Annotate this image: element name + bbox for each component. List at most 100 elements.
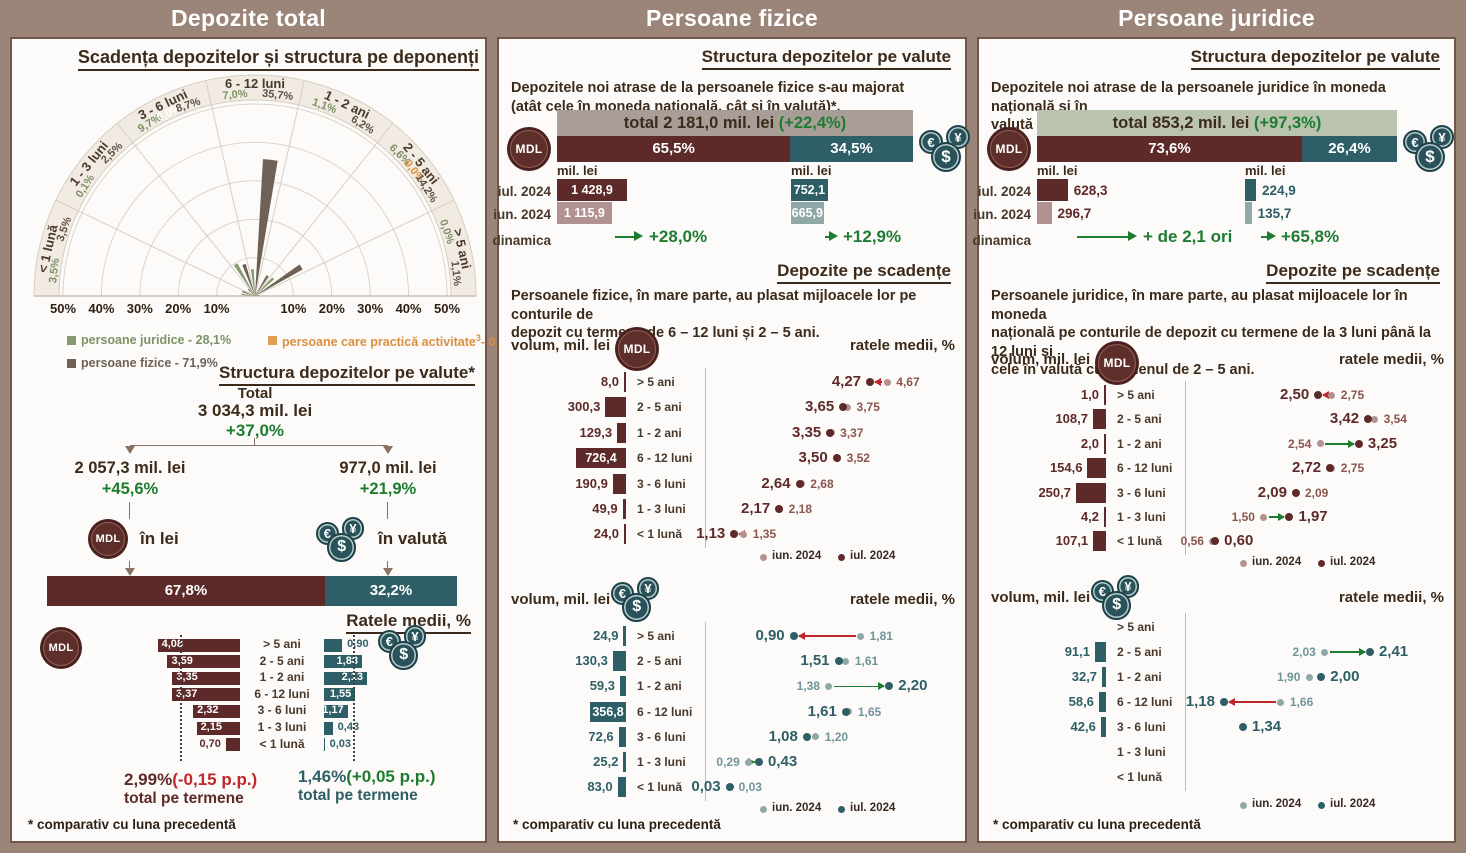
maturity-label: 1 - 2 ani [1117,670,1162,684]
rate-value-jul: 2,41 [1378,643,1409,660]
rate-value-jun: 1,65 [857,704,882,719]
volume-bar [624,524,626,545]
rate-value-jul: 3,35 [792,423,822,441]
legend-label-jun: iun. 2024 [772,550,822,562]
maturity-label: > 5 ani [263,637,301,651]
volume-value: 2,0 [1080,435,1099,451]
rose-wedge [255,275,269,296]
rose-chart-svg: 3,5%0,1%9,7%7,0%1,1%6,6%0,0%0,0%0,0%3,5%… [33,74,477,316]
rate-dot-jul [832,454,841,463]
maturity-label: 6 - 12 luni [1117,695,1173,709]
legend-swatch [67,336,76,345]
volume-value: 300,3 [567,399,601,415]
currency-symbol: $ [941,147,951,166]
monthly-bar [1245,179,1257,201]
rate-value-jul: 0,90 [755,627,785,644]
maturity-label: 3 - 6 luni [637,729,686,744]
volume-header: volum, mil. lei [991,589,1091,606]
monthly-bar [557,202,612,224]
currency-symbol: $ [1425,147,1435,166]
rate-value-jul: 2,00 [1330,668,1360,685]
rate-value-jul: 2,09 [1257,483,1287,501]
rate-value-jul: 2,64 [761,474,791,492]
fx-rate-bar [324,704,348,718]
rate-value-jun: 2,09 [1304,485,1329,500]
maturity-label: > 5 ani [637,375,675,389]
rate-value-jun: 3,37 [840,425,864,440]
rate-dot-jun [1321,648,1329,656]
rate-dot-jul [1364,415,1373,424]
currency-symbol: ¥ [349,520,357,536]
volume-bar [1095,642,1106,662]
mdl-coin-label: MDL [995,141,1023,156]
fx-rate-bar [324,721,333,735]
volume-value: 24,9 [593,628,619,643]
rose-axis-label: 20% [319,301,345,316]
rate-value-jun: 2,54 [1288,436,1312,451]
legend-label-jun: iun. 2024 [1252,798,1302,810]
rose-wedge [233,263,255,296]
footnote: * comparativ cu luna precedentă [513,817,721,832]
dynamics-value: +28,0% [649,227,708,246]
monthly-bar [791,179,828,201]
maturity-label: < 1 lună [637,780,683,795]
mdl-rate-bar [196,721,240,735]
rate-change-arrow-head [1347,439,1355,448]
rate-value-jun: 1,35 [752,527,777,542]
monthly-value: 224,9 [1262,183,1296,198]
rose-grid-arc [216,257,294,297]
rose-sector-name: 6 - 12 luni [225,76,285,91]
row-label: iul. 2024 [497,184,551,199]
volume-bar [622,499,626,519]
monthly-value: 296,7 [1057,206,1092,221]
total-bar-change: (+97,3%) [1253,114,1322,132]
rose-axis-label: 40% [88,301,114,316]
rate-value-jul: 1,51 [800,652,830,670]
volume-bar [576,448,626,469]
maturity-label: 2 - 5 ani [259,653,305,668]
volume-value: 129,3 [579,424,613,440]
dynamics-value: + de 2,1 ori [1143,227,1233,246]
rate-value-jul: 2,17 [741,500,771,517]
rate-value-jun: 1,61 [854,654,879,669]
rate-dot-jul [1211,537,1220,546]
rate-change-arrow-head [1278,513,1286,521]
rate-value-jun: 2,18 [788,502,813,516]
tree-line [387,502,388,519]
volume-value: 83,0 [587,779,613,795]
total-bar: total 853,2 mil. lei (+97,3%) [1037,110,1397,136]
rate-value-jun: 3,52 [846,451,870,466]
tree-line [254,438,255,445]
rate-dot-jun [844,403,852,411]
rose-sector-line [55,199,256,297]
rate-value-jun: 1,81 [869,629,893,643]
maturity-label: 1 - 3 luni [257,720,307,734]
tree-line [129,502,130,519]
rose-sector-line [116,122,256,297]
fx-average-line [353,635,356,761]
rate-dot-jun [842,657,850,665]
rate-value-jun: 4,67 [896,375,920,389]
rate-dot-jun [1305,673,1313,681]
rate-value-jun: 1,20 [824,729,849,744]
volume-bar [617,777,626,798]
rate-change-arrow-shaft [1268,516,1285,518]
panel-persoane-juridice: Structura depozitelor pe valute Depozite… [972,37,1456,843]
currency-coin: $ [327,533,356,562]
fx-rate-total-value: 1,46% [298,767,347,786]
fx-rate-value: 2,13 [341,671,364,684]
currency-symbol: € [1098,583,1107,599]
mdl-rate-total-pp: (-0,15 p.p.) [172,770,258,789]
fx-rate-total-pp: (+0,05 p.p.) [346,767,436,786]
currency-symbol: ¥ [644,580,652,596]
currency-coins-icon: € ¥ $ [611,577,664,623]
rate-dot-jul [826,428,835,437]
legend-label-jul: iul. 2024 [850,802,896,814]
currency-symbol: $ [1112,596,1122,614]
footnote: * comparativ cu luna precedentă [993,817,1201,832]
rate-value-jul: 2,20 [898,677,928,695]
rose-axis-label: 30% [127,301,153,316]
row-label: iul. 2024 [977,184,1031,199]
maturity-label: < 1 lună [259,736,305,751]
currency-symbol: € [1411,134,1419,150]
